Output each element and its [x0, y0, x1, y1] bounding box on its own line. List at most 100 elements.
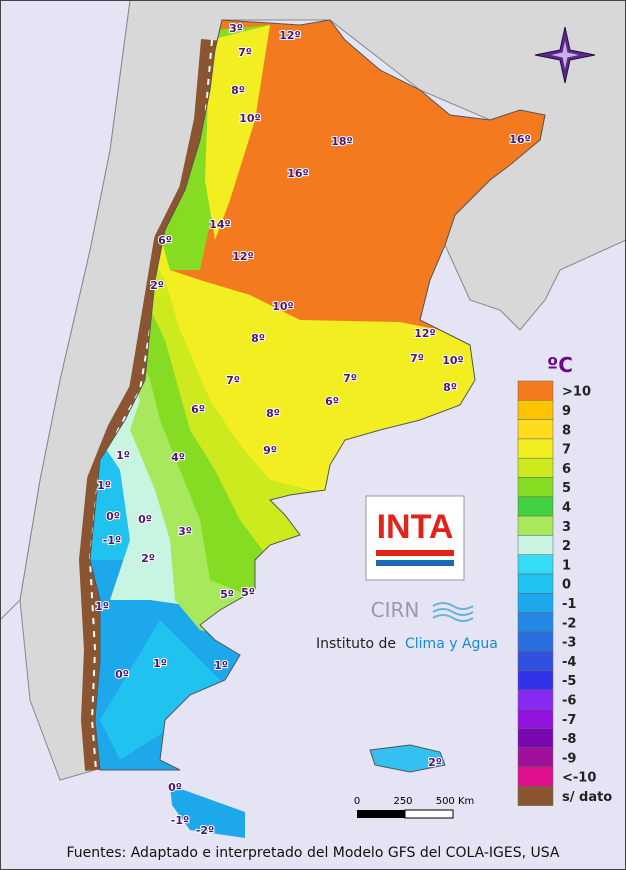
scale-label: 500 Km	[436, 796, 475, 807]
contour-label: 6º	[158, 234, 172, 247]
legend-swatch	[517, 670, 554, 691]
contour-label: 10º	[272, 300, 294, 313]
contour-label: 6º	[325, 395, 339, 408]
legend-swatch	[517, 380, 554, 401]
legend-swatch	[517, 535, 554, 555]
legend-label: s/ dato	[562, 790, 612, 805]
contour-labels: 3º 12º 7º 8º 10º 18º 16º 16º 14º 6º 12º 2º 10º 12º 8º 7…	[94, 21, 532, 838]
legend-swatch	[517, 419, 554, 440]
contour-label: 7º	[238, 46, 252, 59]
contour-label: 8º	[231, 84, 245, 97]
legend-label: -7	[562, 713, 576, 728]
contour-label: -1º	[103, 534, 121, 547]
legend-label: >10	[562, 385, 591, 400]
contour-label: 2º	[428, 756, 442, 769]
legend-swatch	[517, 612, 554, 633]
legend-label: 6	[562, 462, 571, 477]
legend-label: -4	[562, 655, 576, 670]
islands	[369, 744, 446, 773]
contour-label: 4º	[171, 451, 185, 464]
contour-label: 0º	[115, 668, 129, 681]
legend-swatch	[517, 689, 554, 710]
compass	[534, 26, 596, 84]
legend-label: 2	[562, 539, 571, 554]
contour-label: 12º	[279, 29, 301, 42]
country-outline	[89, 19, 546, 771]
contour-label: 1º	[214, 659, 228, 672]
legend-label: -3	[562, 636, 576, 651]
logo-center: CIRN	[371, 598, 420, 622]
contour-label: -2º	[196, 824, 214, 837]
contour-label: 2º	[141, 552, 155, 565]
contour-label: 0º	[106, 510, 120, 523]
legend-label: 3	[562, 520, 571, 535]
contour-label: 12º	[414, 327, 436, 340]
contour-label: 10º	[442, 354, 464, 367]
contour-label: 6º	[191, 403, 205, 416]
contour-label: 8º	[443, 381, 457, 394]
legend-swatch	[517, 515, 554, 536]
legend-swatch	[517, 786, 554, 806]
legend-label: 8	[562, 423, 571, 438]
legend-label: 1	[562, 558, 571, 573]
legend-label: -1	[562, 597, 576, 612]
legend-swatch	[517, 573, 554, 594]
logo-bg	[374, 502, 456, 548]
legend-swatch	[517, 496, 554, 517]
legend-label: -5	[562, 674, 576, 689]
legend-title: ºC	[547, 353, 573, 377]
contour-label: -1º	[171, 814, 189, 827]
contour-label: 18º	[331, 135, 353, 148]
legend: >10 9 8 7 6 5 4 3 2 1 0 -1 -2 -3 -4 -5 -6 -7 -8 -9 <-10 s/ da…	[517, 380, 612, 806]
legend-label: <-10	[562, 771, 596, 786]
legend-swatch	[517, 438, 554, 459]
legend-label: -2	[562, 616, 576, 631]
contour-label: 1º	[97, 479, 111, 492]
legend-swatch	[517, 554, 554, 575]
contour-label: 3º	[229, 22, 243, 35]
contour-label: 0º	[138, 513, 152, 526]
legend-swatch	[517, 747, 554, 768]
contour-label: 3º	[178, 525, 192, 538]
scale-label: 0	[354, 796, 360, 807]
contour-label: 8º	[266, 407, 280, 420]
contour-label: 1º	[116, 449, 130, 462]
contour-label: 16º	[287, 167, 309, 180]
pacific	[0, 0, 131, 621]
logo-stripe	[376, 560, 454, 566]
legend-label: -6	[562, 693, 576, 708]
contour-label: 14º	[209, 218, 231, 231]
contour-label: 5º	[220, 588, 234, 601]
legend-label: 7	[562, 443, 571, 458]
scale-bar	[357, 810, 405, 818]
legend-label: -9	[562, 751, 576, 766]
legend-swatch	[517, 400, 554, 420]
legend-swatch	[517, 457, 554, 478]
legend-label: 0	[562, 578, 571, 593]
legend-swatch	[517, 728, 554, 748]
legend-swatch	[517, 650, 554, 671]
contour-label: 5º	[241, 586, 255, 599]
legend-label: 9	[562, 404, 571, 419]
legend-label: 4	[562, 500, 571, 515]
contour-label: 2º	[150, 279, 164, 292]
institute-highlight: Clima y Agua	[405, 636, 498, 652]
legend-label: -8	[562, 732, 576, 747]
contour-label: 9º	[263, 444, 277, 457]
contour-label: 12º	[232, 250, 254, 263]
contour-label: 16º	[509, 133, 531, 146]
legend-swatch	[517, 593, 554, 613]
scale-label: 250	[393, 796, 412, 807]
legend-swatch	[517, 477, 554, 498]
logo-waves	[432, 602, 474, 622]
logo-name: INTA	[377, 508, 454, 546]
band	[205, 25, 270, 240]
contour-label: 7º	[226, 374, 240, 387]
contour-label: 0º	[168, 781, 182, 794]
institute-prefix: Instituto de	[316, 636, 396, 652]
scale-bar	[404, 809, 454, 819]
legend-label: 5	[562, 481, 571, 496]
contour-label: 7º	[343, 372, 357, 385]
contour-label: 8º	[251, 332, 265, 345]
